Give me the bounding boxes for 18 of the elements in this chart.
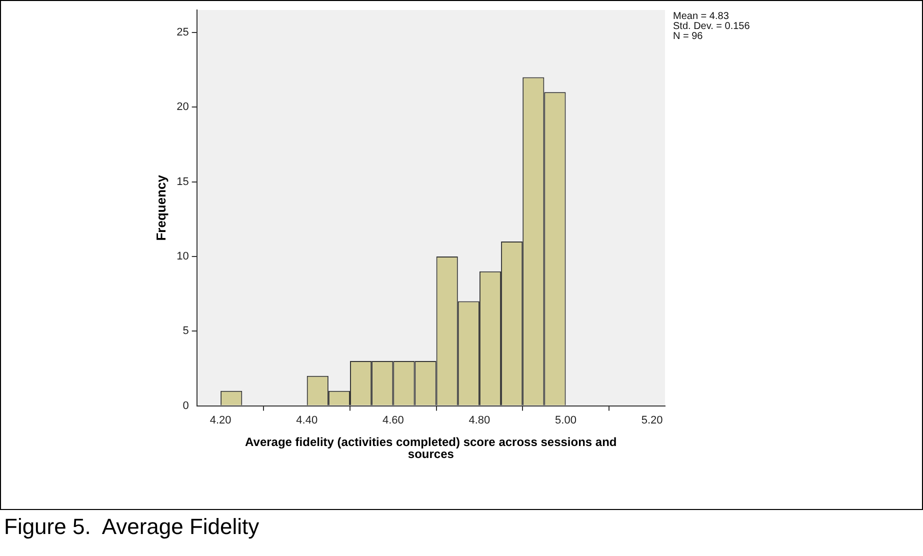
x-axis-title: Average fidelity (activities completed) score across sessions and sources	[244, 434, 618, 461]
y-axis-title: Frequency	[153, 174, 168, 241]
x-tick-label: 5.00	[555, 414, 576, 426]
y-tick-label: 25	[176, 26, 189, 38]
text: N = 96	[673, 31, 704, 42]
x-tick-label: 4.20	[210, 414, 232, 426]
text: Std. Dev. = 0.156	[673, 21, 750, 32]
x-tick-label: 4.80	[468, 414, 490, 426]
x-tick-label: 5.20	[641, 414, 663, 426]
caption: Figure 5. Average Fidelity	[4, 514, 260, 540]
text: Mean = 4.83	[673, 11, 730, 22]
y-tick-label: 20	[176, 101, 189, 114]
y-tick-label: 10	[176, 250, 189, 262]
y-tick-label: 15	[176, 176, 189, 188]
y-tick-label: 5	[182, 325, 189, 338]
x-tick-label: 4.60	[382, 414, 404, 426]
y-tick-label: 0	[182, 400, 189, 412]
x-tick-label: 4.40	[296, 414, 318, 426]
